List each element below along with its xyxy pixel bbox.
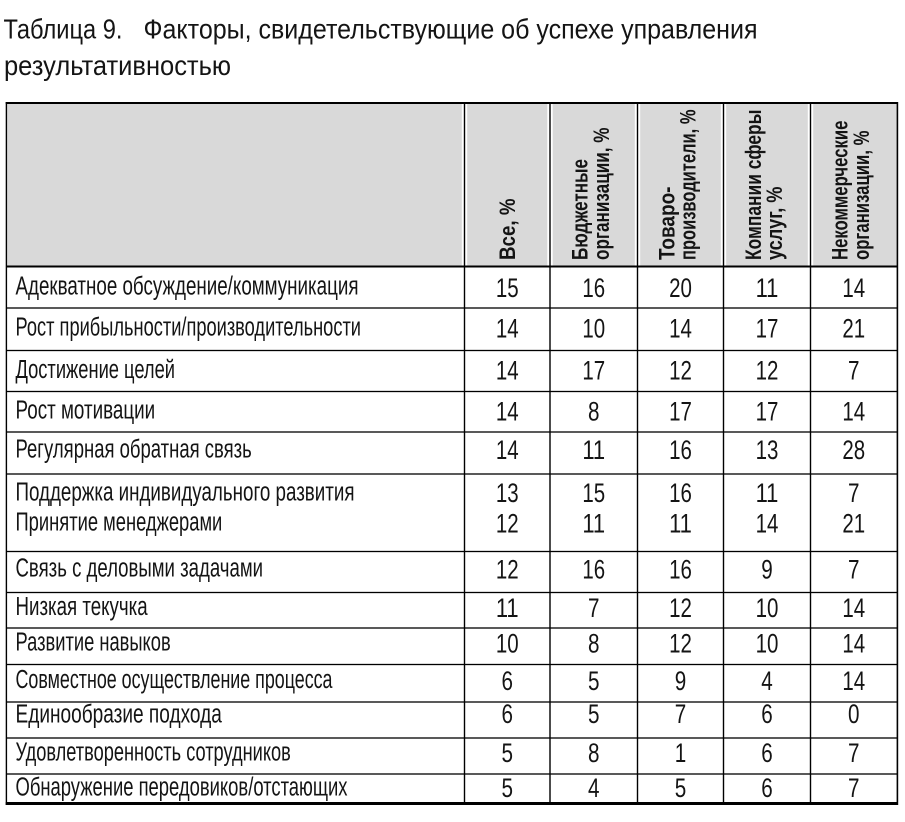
svg-text:14: 14	[842, 593, 865, 623]
svg-text:7: 7	[588, 593, 600, 623]
svg-text:Рост мотивации: Рост мотивации	[16, 397, 156, 425]
svg-text:6: 6	[761, 773, 773, 803]
svg-text:Рост прибыльности/производител: Рост прибыльности/производительности	[16, 314, 362, 342]
svg-text:10: 10	[582, 314, 605, 344]
svg-text:7: 7	[848, 478, 860, 508]
svg-text:5: 5	[502, 738, 514, 768]
svg-text:7: 7	[675, 699, 687, 729]
svg-text:Регулярная обратная связь: Регулярная обратная связь	[16, 436, 252, 464]
svg-text:7: 7	[848, 356, 860, 386]
svg-text:Принятие менеджерами: Принятие менеджерами	[16, 509, 223, 537]
svg-text:12: 12	[669, 629, 692, 659]
svg-text:14: 14	[842, 666, 865, 696]
svg-text:6: 6	[761, 699, 773, 729]
svg-text:6: 6	[502, 699, 514, 729]
svg-text:Таблица 9.: Таблица 9.	[4, 14, 123, 45]
svg-text:14: 14	[842, 273, 865, 303]
svg-text:Удовлетворенность сотрудников: Удовлетворенность сотрудников	[16, 739, 291, 767]
svg-text:Связь с деловыми задачами: Связь с деловыми задачами	[16, 555, 264, 583]
svg-text:Совместное осуществление проце: Совместное осуществление процесса	[16, 666, 334, 694]
svg-text:8: 8	[588, 397, 600, 427]
svg-text:15: 15	[496, 273, 519, 303]
svg-text:Компании сферы: Компании сферы	[741, 110, 766, 261]
svg-text:14: 14	[842, 629, 865, 659]
svg-text:Низкая текучка: Низкая текучка	[16, 593, 149, 621]
svg-text:5: 5	[502, 773, 514, 803]
svg-text:17: 17	[756, 397, 779, 427]
svg-text:16: 16	[669, 478, 692, 508]
svg-text:5: 5	[588, 666, 600, 696]
svg-text:5: 5	[588, 699, 600, 729]
svg-text:5: 5	[675, 773, 687, 803]
svg-text:7: 7	[848, 738, 860, 768]
svg-text:10: 10	[756, 593, 779, 623]
svg-text:14: 14	[496, 397, 519, 427]
svg-text:9: 9	[761, 555, 773, 585]
svg-text:14: 14	[496, 314, 519, 344]
svg-text:организации, %: организации, %	[849, 131, 874, 261]
svg-text:Факторы, свидетельствующие об: Факторы, свидетельствующие об успехе упр…	[144, 14, 758, 45]
svg-text:20: 20	[669, 273, 692, 303]
svg-text:13: 13	[496, 478, 519, 508]
svg-text:Некоммерческие: Некоммерческие	[828, 121, 853, 261]
svg-text:4: 4	[588, 773, 600, 803]
svg-text:12: 12	[496, 555, 519, 585]
svg-text:Развитие навыков: Развитие навыков	[16, 629, 171, 657]
svg-text:0: 0	[848, 699, 860, 729]
svg-text:11: 11	[756, 273, 779, 303]
svg-text:16: 16	[669, 435, 692, 465]
svg-text:15: 15	[582, 478, 605, 508]
svg-text:16: 16	[669, 555, 692, 585]
svg-text:14: 14	[496, 435, 519, 465]
svg-text:21: 21	[842, 509, 865, 539]
svg-text:14: 14	[756, 509, 779, 539]
svg-text:12: 12	[669, 593, 692, 623]
svg-text:16: 16	[582, 273, 605, 303]
svg-text:11: 11	[582, 435, 605, 465]
svg-text:28: 28	[842, 435, 865, 465]
svg-text:4: 4	[761, 666, 773, 696]
svg-text:14: 14	[496, 356, 519, 386]
svg-text:9: 9	[675, 666, 687, 696]
svg-text:Поддержка индивидуального разв: Поддержка индивидуального развития	[16, 479, 355, 507]
svg-text:Обнаружение передовиков/отстаю: Обнаружение передовиков/отстающих	[16, 774, 348, 802]
svg-text:11: 11	[582, 509, 605, 539]
svg-text:11: 11	[756, 478, 779, 508]
svg-text:17: 17	[669, 397, 692, 427]
svg-text:10: 10	[756, 629, 779, 659]
svg-text:6: 6	[502, 666, 514, 696]
svg-text:Достижение целей: Достижение целей	[16, 356, 176, 384]
svg-text:12: 12	[496, 509, 519, 539]
svg-text:16: 16	[582, 555, 605, 585]
svg-text:14: 14	[842, 397, 865, 427]
svg-text:11: 11	[496, 593, 519, 623]
svg-text:6: 6	[761, 738, 773, 768]
svg-text:12: 12	[669, 356, 692, 386]
svg-text:7: 7	[848, 555, 860, 585]
svg-text:Бюджетные: Бюджетные	[568, 159, 593, 260]
svg-text:Адекватное обсуждение/коммуник: Адекватное обсуждение/коммуникация	[16, 273, 359, 301]
svg-text:Товаро-: Товаро-	[654, 187, 679, 261]
svg-text:14: 14	[669, 314, 692, 344]
svg-text:7: 7	[848, 773, 860, 803]
svg-text:производители, %: производители, %	[676, 110, 701, 261]
svg-text:11: 11	[669, 509, 692, 539]
svg-text:услуг, %: услуг, %	[762, 187, 787, 261]
svg-text:17: 17	[756, 314, 779, 344]
svg-text:10: 10	[496, 629, 519, 659]
svg-text:17: 17	[582, 356, 605, 386]
svg-text:8: 8	[588, 738, 600, 768]
svg-text:Все, %: Все, %	[495, 199, 520, 261]
svg-text:организации, %: организации, %	[589, 128, 614, 261]
svg-text:Единообразие подхода: Единообразие подхода	[16, 701, 223, 729]
svg-text:12: 12	[756, 356, 779, 386]
svg-text:8: 8	[588, 629, 600, 659]
svg-text:1: 1	[675, 738, 687, 768]
svg-text:21: 21	[842, 314, 865, 344]
svg-text:13: 13	[756, 435, 779, 465]
svg-text:результативностью: результативностью	[4, 50, 231, 81]
